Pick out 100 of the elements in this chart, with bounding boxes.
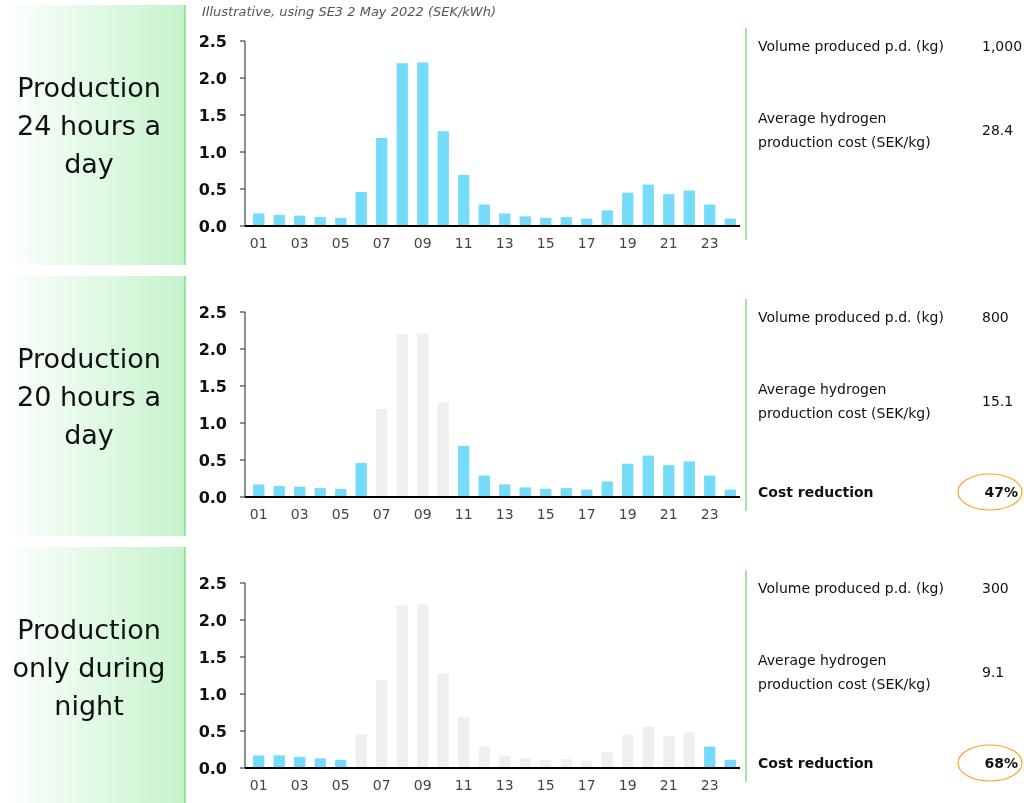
x-tick-label: 03 — [290, 235, 309, 251]
y-tick-label: 1.5 — [198, 105, 227, 125]
y-tick-label: 0.0 — [198, 216, 227, 236]
bar — [499, 755, 511, 768]
x-tick-label: 15 — [536, 777, 555, 793]
bar — [663, 194, 675, 226]
x-tick-label: 07 — [372, 777, 391, 793]
bar — [355, 191, 367, 226]
x-tick-label: 19 — [618, 235, 637, 251]
x-tick-label: 15 — [536, 235, 555, 251]
bar — [601, 752, 613, 768]
bar — [622, 463, 634, 497]
y-tick-label: 0.0 — [198, 487, 227, 507]
x-tick-label: 09 — [413, 235, 432, 251]
bar — [396, 63, 408, 226]
bar — [519, 216, 531, 226]
y-tick-label: 0.5 — [198, 179, 227, 199]
bar — [437, 402, 449, 497]
text: Cost reduction — [758, 483, 874, 500]
x-tick-label: 17 — [577, 235, 596, 251]
x-tick-label: 23 — [700, 506, 719, 522]
bar — [622, 192, 634, 226]
y-tick-label: 0.0 — [198, 758, 227, 778]
bar — [683, 190, 695, 226]
x-tick-label: 13 — [495, 777, 514, 793]
x-tick-label: 05 — [331, 777, 350, 793]
bar — [519, 758, 531, 768]
bar — [499, 484, 511, 497]
bar — [437, 131, 449, 226]
text: 1,000 — [982, 37, 1023, 54]
bar — [253, 755, 265, 768]
bar — [499, 213, 511, 226]
y-tick-label: 2.0 — [198, 610, 227, 630]
x-tick-label: 15 — [536, 506, 555, 522]
x-tick-label: 11 — [454, 506, 473, 522]
bar — [683, 461, 695, 497]
text: 47% — [984, 483, 1018, 500]
x-tick-label: 21 — [659, 235, 678, 251]
text: Average hydrogen production cost (SEK/kg) — [758, 109, 931, 150]
x-tick-label: 17 — [577, 777, 596, 793]
bar — [663, 465, 675, 497]
x-tick-label: 05 — [331, 235, 350, 251]
bar — [601, 481, 613, 497]
bar — [376, 679, 388, 768]
bar — [642, 726, 654, 768]
text: 300 — [982, 579, 1009, 596]
text: Average hydrogen production cost (SEK/kg) — [758, 380, 931, 421]
bar — [253, 484, 265, 497]
bar — [458, 716, 470, 768]
x-tick-label: 03 — [290, 506, 309, 522]
text: 28.4 — [982, 121, 1014, 138]
y-tick-label: 1.0 — [198, 684, 227, 704]
bar — [376, 137, 388, 226]
bar — [314, 758, 326, 768]
y-tick-label: 2.5 — [198, 31, 227, 51]
text: Volume produced p.d. (kg) — [758, 579, 944, 596]
x-tick-label: 05 — [331, 506, 350, 522]
text: Cost reduction — [758, 754, 874, 771]
y-tick-label: 1.0 — [198, 142, 227, 162]
bar — [478, 475, 490, 497]
bar — [683, 732, 695, 768]
bar — [417, 604, 429, 768]
bar — [704, 746, 716, 768]
bar — [396, 605, 408, 768]
y-tick-label: 0.5 — [198, 450, 227, 470]
y-tick-label: 2.0 — [198, 68, 227, 88]
chart-subtitle: Illustrative, using SE3 2 May 2022 (SEK/kWh) — [202, 4, 497, 19]
bar — [622, 734, 634, 768]
text: Volume produced p.d. (kg) — [758, 37, 944, 54]
x-tick-label: 21 — [659, 506, 678, 522]
bar — [253, 213, 265, 226]
text: Production only during night — [12, 614, 166, 721]
bar — [601, 210, 613, 226]
x-tick-label: 13 — [495, 506, 514, 522]
bar — [704, 204, 716, 226]
x-tick-label: 21 — [659, 777, 678, 793]
y-tick-label: 1.5 — [198, 376, 227, 396]
x-tick-label: 07 — [372, 506, 391, 522]
bar — [396, 334, 408, 497]
y-tick-label: 0.5 — [198, 721, 227, 741]
bar — [478, 746, 490, 768]
x-tick-label: 01 — [249, 506, 268, 522]
bar — [519, 487, 531, 497]
y-tick-label: 1.5 — [198, 647, 227, 667]
x-tick-label: 09 — [413, 777, 432, 793]
bar — [642, 184, 654, 226]
x-tick-label: 07 — [372, 235, 391, 251]
bar — [355, 462, 367, 497]
bar — [417, 62, 429, 226]
x-tick-label: 23 — [700, 235, 719, 251]
bar — [273, 755, 285, 768]
x-tick-label: 11 — [454, 235, 473, 251]
y-tick-label: 1.0 — [198, 413, 227, 433]
x-tick-label: 01 — [249, 777, 268, 793]
bar — [458, 174, 470, 226]
bar — [355, 733, 367, 768]
text: Production 20 hours a day — [17, 343, 161, 450]
x-tick-label: 09 — [413, 506, 432, 522]
bar — [458, 445, 470, 497]
y-tick-label: 2.5 — [198, 573, 227, 593]
